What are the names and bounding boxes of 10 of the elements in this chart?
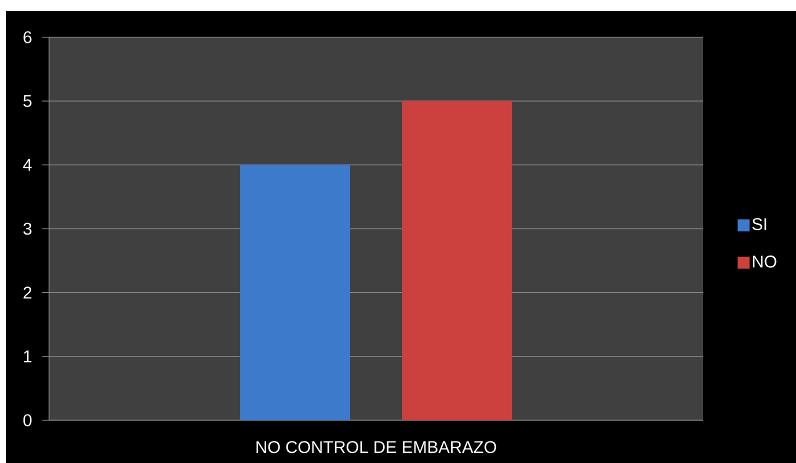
y-tick-label: 2 (24, 286, 32, 298)
x-tick-label: NO CONTROL DE EMBARAZO (256, 441, 496, 454)
legend-label: SI (752, 218, 766, 230)
y-tick-label: 6 (24, 31, 32, 44)
y-tick-label: 0 (23, 414, 32, 426)
y-tick-label: 3 (23, 222, 32, 235)
legend-label: NO (753, 256, 776, 268)
y-tick-label: 1 (24, 350, 32, 362)
y-tick-label: 5 (23, 95, 32, 107)
y-tick-label: 4 (23, 159, 32, 171)
